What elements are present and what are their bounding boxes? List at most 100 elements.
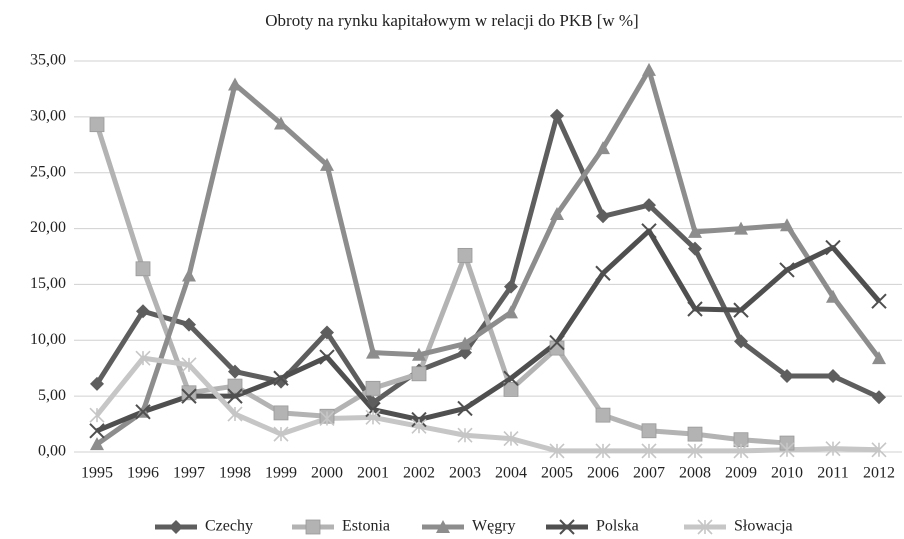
x-tick-label: 1995 (81, 465, 113, 482)
series-line (95, 67, 882, 447)
marker (503, 431, 519, 447)
y-tick-label: 20,00 (30, 219, 66, 236)
y-tick-label: 10,00 (30, 331, 66, 348)
marker (596, 141, 610, 155)
marker (365, 380, 381, 396)
y-tick-label: 35,00 (30, 52, 66, 69)
legend-marker (436, 520, 450, 533)
x-tick-label: 2006 (587, 465, 619, 482)
marker (550, 108, 564, 123)
y-tick-label: 15,00 (30, 275, 66, 292)
marker (182, 317, 196, 332)
marker (227, 406, 243, 422)
marker (273, 426, 289, 442)
marker (595, 443, 611, 459)
marker (595, 265, 611, 281)
marker (872, 390, 886, 405)
legend-marker (305, 519, 321, 535)
marker (687, 443, 703, 459)
legend-label: Czechy (205, 518, 253, 535)
marker (687, 301, 703, 317)
marker (871, 293, 887, 309)
marker (596, 209, 610, 224)
marker (826, 369, 840, 384)
marker (320, 157, 334, 171)
marker (688, 241, 702, 256)
marker (457, 247, 473, 263)
marker (411, 418, 427, 434)
marker (595, 407, 611, 423)
marker (365, 409, 381, 425)
marker (642, 62, 656, 76)
legend-label: Estonia (342, 518, 390, 535)
marker (642, 198, 656, 213)
marker (458, 336, 472, 350)
marker (641, 423, 657, 439)
marker (274, 116, 288, 130)
chart-title: Obroty na rynku kapitałowym w relacji do… (265, 11, 638, 30)
marker (457, 400, 473, 417)
y-tick-label: 30,00 (30, 108, 66, 125)
marker (687, 426, 703, 442)
marker (504, 279, 518, 294)
marker (457, 427, 473, 443)
x-tick-label: 2011 (817, 465, 848, 482)
legend-label: Węgry (472, 518, 516, 535)
marker (274, 374, 288, 389)
series-line (96, 228, 881, 434)
marker (411, 366, 427, 382)
marker (733, 443, 749, 459)
marker (503, 382, 519, 397)
legend-label: Słowacja (734, 518, 793, 535)
legend-marker (169, 520, 183, 534)
marker (90, 376, 104, 391)
x-tick-label: 1998 (219, 465, 251, 482)
x-tick-label: 2010 (771, 465, 803, 482)
marker (89, 407, 105, 423)
marker (89, 423, 105, 439)
marker (826, 289, 840, 303)
marker (182, 268, 196, 282)
x-tick-label: 2003 (449, 465, 481, 482)
marker (780, 218, 794, 232)
marker (549, 334, 565, 351)
marker (365, 401, 381, 418)
marker (136, 304, 150, 319)
marker (319, 349, 335, 365)
series-line (95, 355, 880, 454)
x-tick-label: 1999 (265, 465, 297, 482)
marker (734, 221, 748, 235)
marker (733, 302, 749, 318)
x-tick-label: 2012 (863, 465, 895, 482)
x-tick-label: 2005 (541, 465, 573, 482)
marker (366, 345, 380, 359)
x-tick-label: 2007 (633, 465, 665, 482)
marker (181, 388, 197, 404)
marker (503, 370, 519, 386)
x-tick-label: 2004 (495, 465, 527, 482)
x-tick-label: 2002 (403, 465, 435, 482)
x-tick-label: 2000 (311, 465, 343, 482)
marker (779, 442, 795, 458)
marker (412, 347, 426, 361)
marker (504, 305, 518, 319)
legend-marker (559, 519, 575, 535)
marker (90, 437, 104, 451)
marker (228, 364, 242, 379)
marker (319, 410, 335, 427)
marker (549, 340, 565, 356)
marker (871, 442, 887, 458)
marker (273, 370, 289, 386)
marker (641, 223, 657, 239)
marker (181, 385, 197, 401)
marker (135, 404, 151, 420)
y-tick-label: 25,00 (30, 163, 66, 180)
marker (227, 388, 243, 404)
x-tick-label: 2008 (679, 465, 711, 482)
marker (779, 262, 795, 278)
marker (549, 443, 565, 459)
marker (550, 207, 564, 221)
series-line (94, 113, 881, 406)
x-tick-label: 1997 (173, 465, 205, 482)
